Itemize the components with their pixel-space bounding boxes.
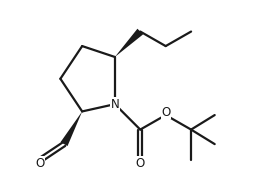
Polygon shape — [115, 29, 143, 57]
Text: O: O — [161, 106, 170, 119]
Polygon shape — [61, 111, 82, 146]
Text: O: O — [35, 157, 44, 170]
Text: O: O — [136, 157, 145, 170]
Text: N: N — [110, 98, 119, 111]
